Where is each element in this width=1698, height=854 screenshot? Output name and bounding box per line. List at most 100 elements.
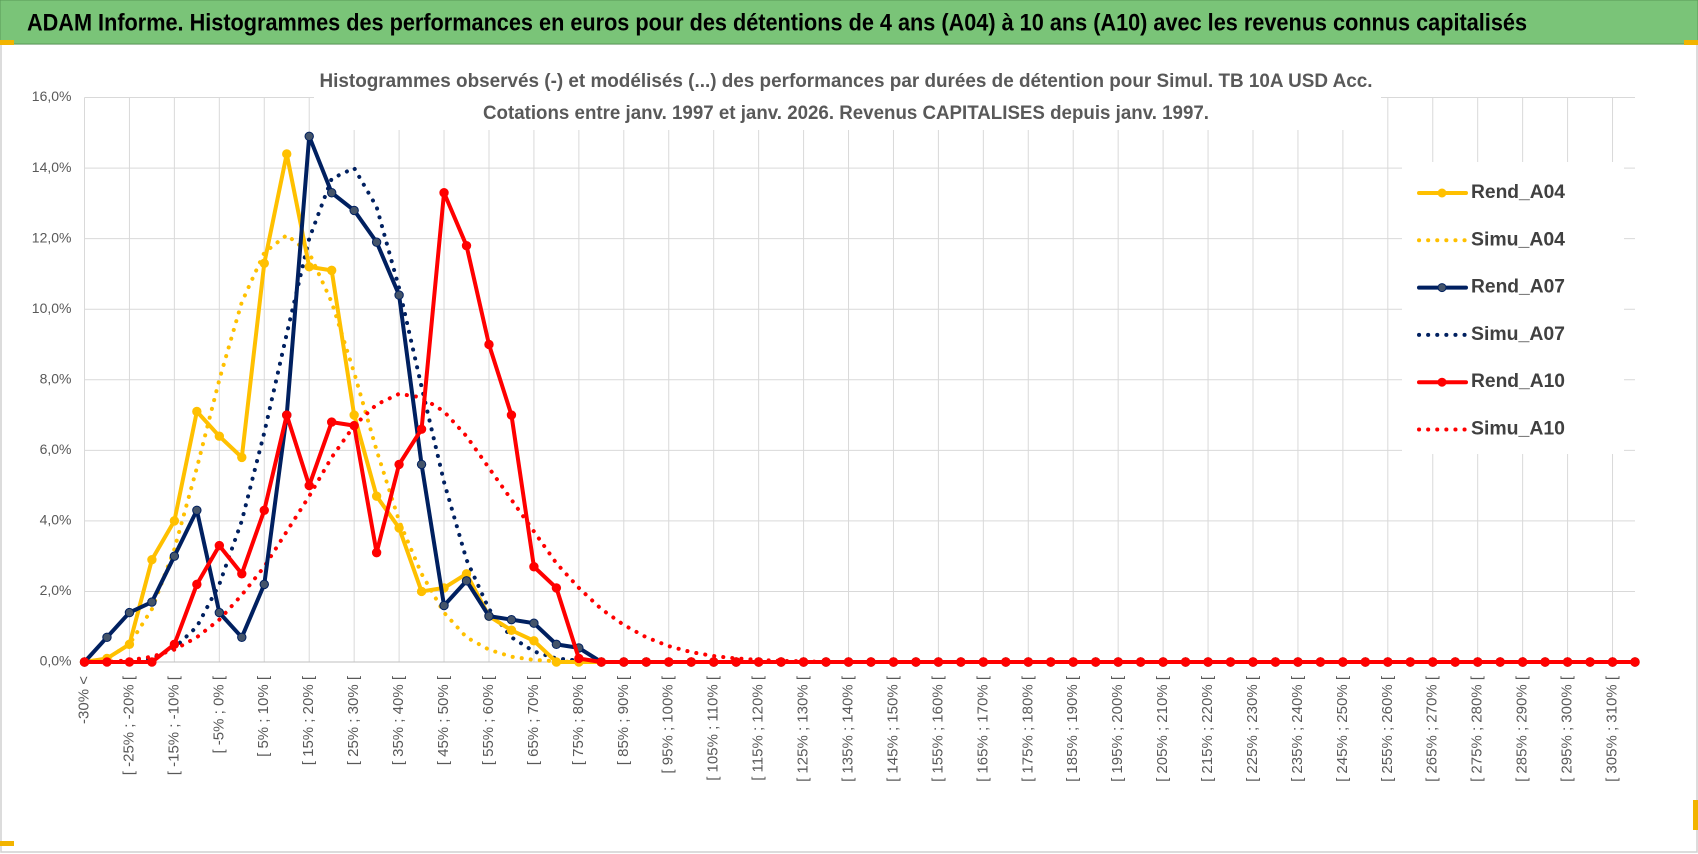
point-marker xyxy=(1495,657,1505,667)
point-marker xyxy=(461,240,472,251)
point-marker xyxy=(349,410,359,420)
x-tick-label: [ 105% ; 110% [ xyxy=(705,675,722,781)
x-tick-label: [ 305% ; 310% [ xyxy=(1603,675,1620,782)
x-tick-label: [ 185% ; 190% [ xyxy=(1064,675,1081,782)
legend-label: Rend_A10 xyxy=(1471,371,1565,392)
x-tick-label: [ -25% ; -20% [ xyxy=(120,675,137,775)
point-marker xyxy=(506,614,517,625)
x-tick-label: [ 295% ; 300% [ xyxy=(1559,675,1576,782)
point-marker xyxy=(169,516,180,526)
point-marker xyxy=(147,657,157,667)
x-tick-label: [ 165% ; 170% [ xyxy=(974,675,991,782)
point-marker xyxy=(192,505,202,515)
point-marker xyxy=(304,131,314,142)
point-marker xyxy=(1293,657,1303,667)
point-marker xyxy=(1023,657,1033,667)
point-marker xyxy=(911,657,921,667)
point-marker xyxy=(956,657,966,667)
point-marker xyxy=(439,600,449,611)
point-marker xyxy=(843,657,854,667)
point-marker xyxy=(529,618,539,628)
point-marker xyxy=(394,523,404,533)
point-marker xyxy=(1315,657,1326,667)
point-marker xyxy=(349,205,359,216)
point-marker xyxy=(1203,657,1213,667)
x-tick-label: [ 275% ; 280% [ xyxy=(1469,675,1486,782)
point-marker xyxy=(169,639,180,650)
point-marker xyxy=(394,290,404,300)
point-marker xyxy=(282,149,292,159)
x-tick-label: [ 15% ; 20% [ xyxy=(300,675,317,765)
point-marker xyxy=(1001,657,1011,667)
x-tick-label: [ 75% ; 80% [ xyxy=(570,675,587,765)
point-marker xyxy=(1338,657,1348,667)
point-marker xyxy=(574,653,584,664)
point-marker xyxy=(326,417,337,427)
plot-area: 0,0% 2,0% 4,0% 6,0% 8,0% 10,0% 12,0% 14,0% 16,0%… xyxy=(32,66,1640,782)
point-marker xyxy=(888,657,899,667)
y-tick-label: 6,0% xyxy=(40,441,72,457)
point-marker xyxy=(147,554,157,565)
point-marker xyxy=(147,597,157,607)
legend-label: Simu_A07 xyxy=(1471,324,1565,345)
x-tick-label: [ -15% ; -10% [ xyxy=(165,675,182,775)
y-tick-label: 14,0% xyxy=(32,159,72,175)
point-marker xyxy=(282,410,292,420)
corner-mark xyxy=(0,40,14,45)
y-tick-label: 4,0% xyxy=(40,512,72,528)
point-marker xyxy=(1540,657,1550,667)
chart-title: Cotations entre janv. 1997 et janv. 2026… xyxy=(483,103,1209,124)
point-marker xyxy=(641,657,651,667)
point-marker xyxy=(371,237,382,247)
x-tick-label: [ 5% ; 10% [ xyxy=(255,675,272,757)
point-marker xyxy=(1383,657,1393,667)
point-marker xyxy=(214,540,225,551)
point-marker xyxy=(214,607,225,618)
point-marker xyxy=(619,657,629,667)
header-bar xyxy=(0,0,1698,45)
legend-label: Rend_A04 xyxy=(1471,182,1565,203)
x-tick-label: [ 85% ; 90% [ xyxy=(615,675,632,765)
point-marker xyxy=(1135,657,1146,667)
point-marker xyxy=(731,657,741,667)
point-marker xyxy=(124,607,135,618)
point-marker xyxy=(529,636,539,646)
x-tick-label: [ 245% ; 250% [ xyxy=(1334,675,1351,782)
point-marker xyxy=(169,551,180,561)
point-marker xyxy=(798,657,809,667)
x-tick-label: [ 195% ; 200% [ xyxy=(1109,675,1126,782)
x-tick-label: [ 45% ; 50% [ xyxy=(435,675,452,765)
point-marker xyxy=(551,639,562,650)
x-tick-label: [ 55% ; 60% [ xyxy=(480,675,497,765)
x-tick-label: [ 135% ; 140% [ xyxy=(839,675,856,782)
point-marker xyxy=(124,657,135,667)
legend-marker xyxy=(1437,188,1447,198)
y-tick-label: 10,0% xyxy=(32,300,72,316)
point-marker xyxy=(371,547,382,558)
point-marker xyxy=(506,625,517,635)
point-marker xyxy=(1607,657,1618,667)
point-marker xyxy=(416,586,427,597)
corner-mark xyxy=(1684,40,1698,45)
point-marker xyxy=(664,657,674,667)
point-marker xyxy=(866,657,876,667)
point-marker xyxy=(551,657,562,667)
point-marker xyxy=(978,657,989,667)
x-tick-label: [ 125% ; 130% [ xyxy=(795,675,812,782)
x-tick-label: [ 265% ; 270% [ xyxy=(1424,675,1441,782)
point-marker xyxy=(1630,657,1640,667)
x-tick-label: [ 155% ; 160% [ xyxy=(929,675,946,782)
x-tick-label: [ 175% ; 180% [ xyxy=(1019,675,1036,782)
point-marker xyxy=(1360,657,1371,667)
point-marker xyxy=(933,657,944,667)
x-tick-label: [ 285% ; 290% [ xyxy=(1514,675,1531,782)
x-tick-label: [ 35% ; 40% [ xyxy=(390,675,407,765)
point-marker xyxy=(551,583,562,593)
x-tick-label: [ 215% ; 220% [ xyxy=(1199,675,1216,782)
x-tick-label: [ 25% ; 30% [ xyxy=(345,675,362,765)
point-marker xyxy=(1090,657,1101,667)
point-marker xyxy=(326,188,337,198)
point-marker xyxy=(596,657,607,667)
point-marker xyxy=(1428,657,1438,667)
x-tick-label: [ 95% ; 100% [ xyxy=(660,675,677,773)
